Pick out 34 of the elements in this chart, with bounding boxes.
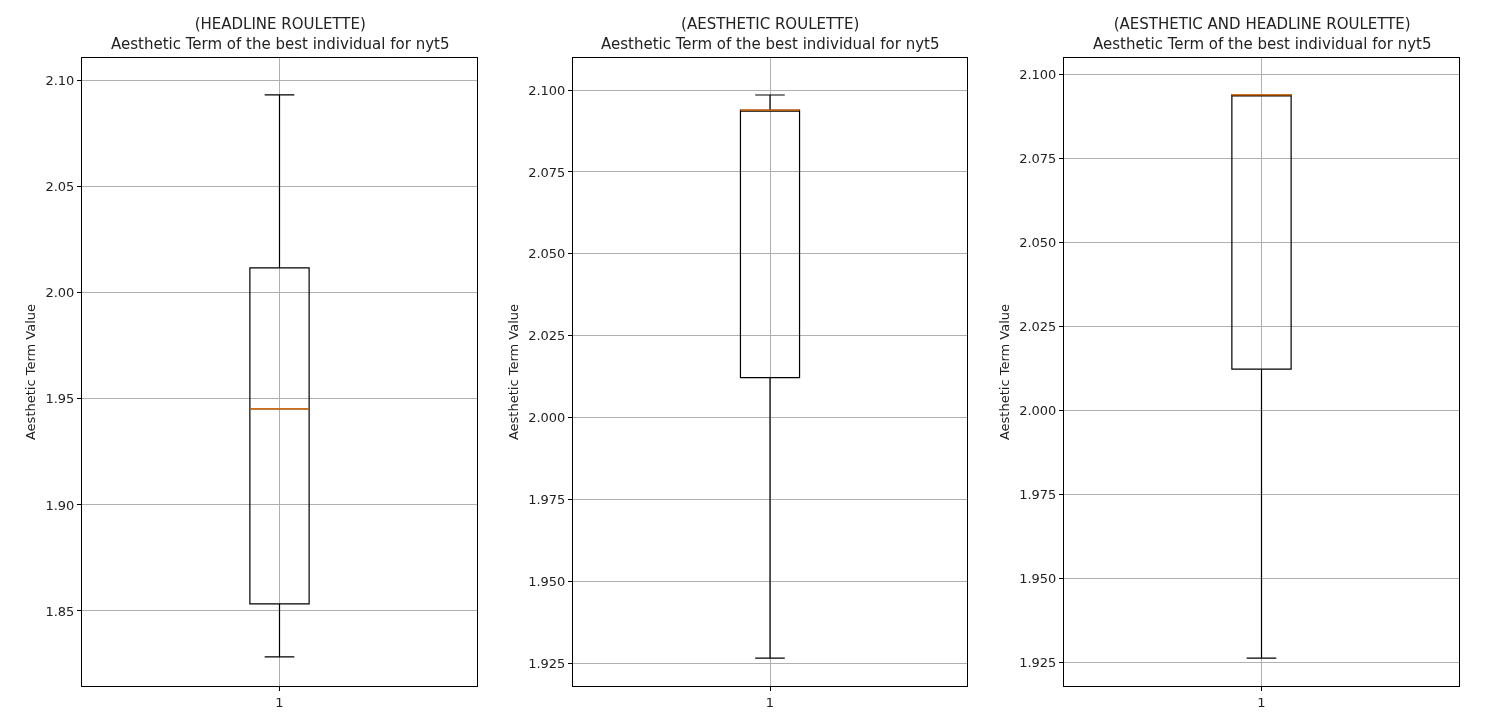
y-tick-label: 2.05 [45, 179, 75, 195]
y-tick-label: 1.95 [45, 391, 75, 407]
y-tick-label: 2.050 [528, 246, 566, 262]
x-tick-label: 1 [765, 694, 775, 710]
y-tick-label: 1.975 [528, 491, 566, 507]
y-tick-label: 1.950 [528, 573, 566, 589]
y-tick-label: 2.075 [1019, 150, 1057, 166]
y-tick-label: 1.925 [528, 655, 566, 671]
y-axis-title: Aesthetic Term Value [506, 303, 522, 441]
chart-title: (AESTHETIC AND HEADLINE ROULETTE) [1113, 15, 1411, 33]
y-tick-label: 2.000 [1019, 402, 1057, 418]
y-tick-label: 2.025 [1019, 318, 1057, 334]
x-tick-label: 1 [1257, 694, 1266, 710]
chart-title: (HEADLINE ROULETTE) [194, 15, 366, 33]
y-tick-label: 2.00 [45, 285, 75, 301]
chart-subtitle: Aesthetic Term of the best individual for nyt5 [111, 34, 450, 53]
chart-subtitle: Aesthetic Term of the best individual for nyt5 [601, 34, 940, 53]
y-tick-label: 1.975 [1019, 486, 1057, 502]
y-tick-label: 2.100 [528, 82, 566, 98]
y-tick-label: 1.90 [45, 497, 75, 513]
chart-subtitle: Aesthetic Term of the best individual for nyt5 [1093, 34, 1432, 53]
y-axis-title: Aesthetic Term Value [23, 303, 39, 441]
chart-title: (AESTHETIC ROULETTE) [681, 15, 860, 33]
y-tick-label: 1.85 [45, 603, 75, 619]
y-tick-label: 2.100 [1019, 66, 1057, 82]
y-tick-label: 2.000 [528, 410, 566, 426]
x-tick-label: 1 [275, 694, 284, 710]
y-tick-label: 2.025 [528, 328, 566, 344]
y-axis-title: Aesthetic Term Value [997, 303, 1013, 441]
y-tick-label: 2.075 [528, 164, 566, 180]
y-tick-label: 2.050 [1019, 234, 1057, 250]
y-tick-label: 1.950 [1019, 570, 1057, 586]
y-tick-label: 1.925 [1019, 654, 1057, 670]
y-tick-label: 2.10 [45, 73, 75, 89]
